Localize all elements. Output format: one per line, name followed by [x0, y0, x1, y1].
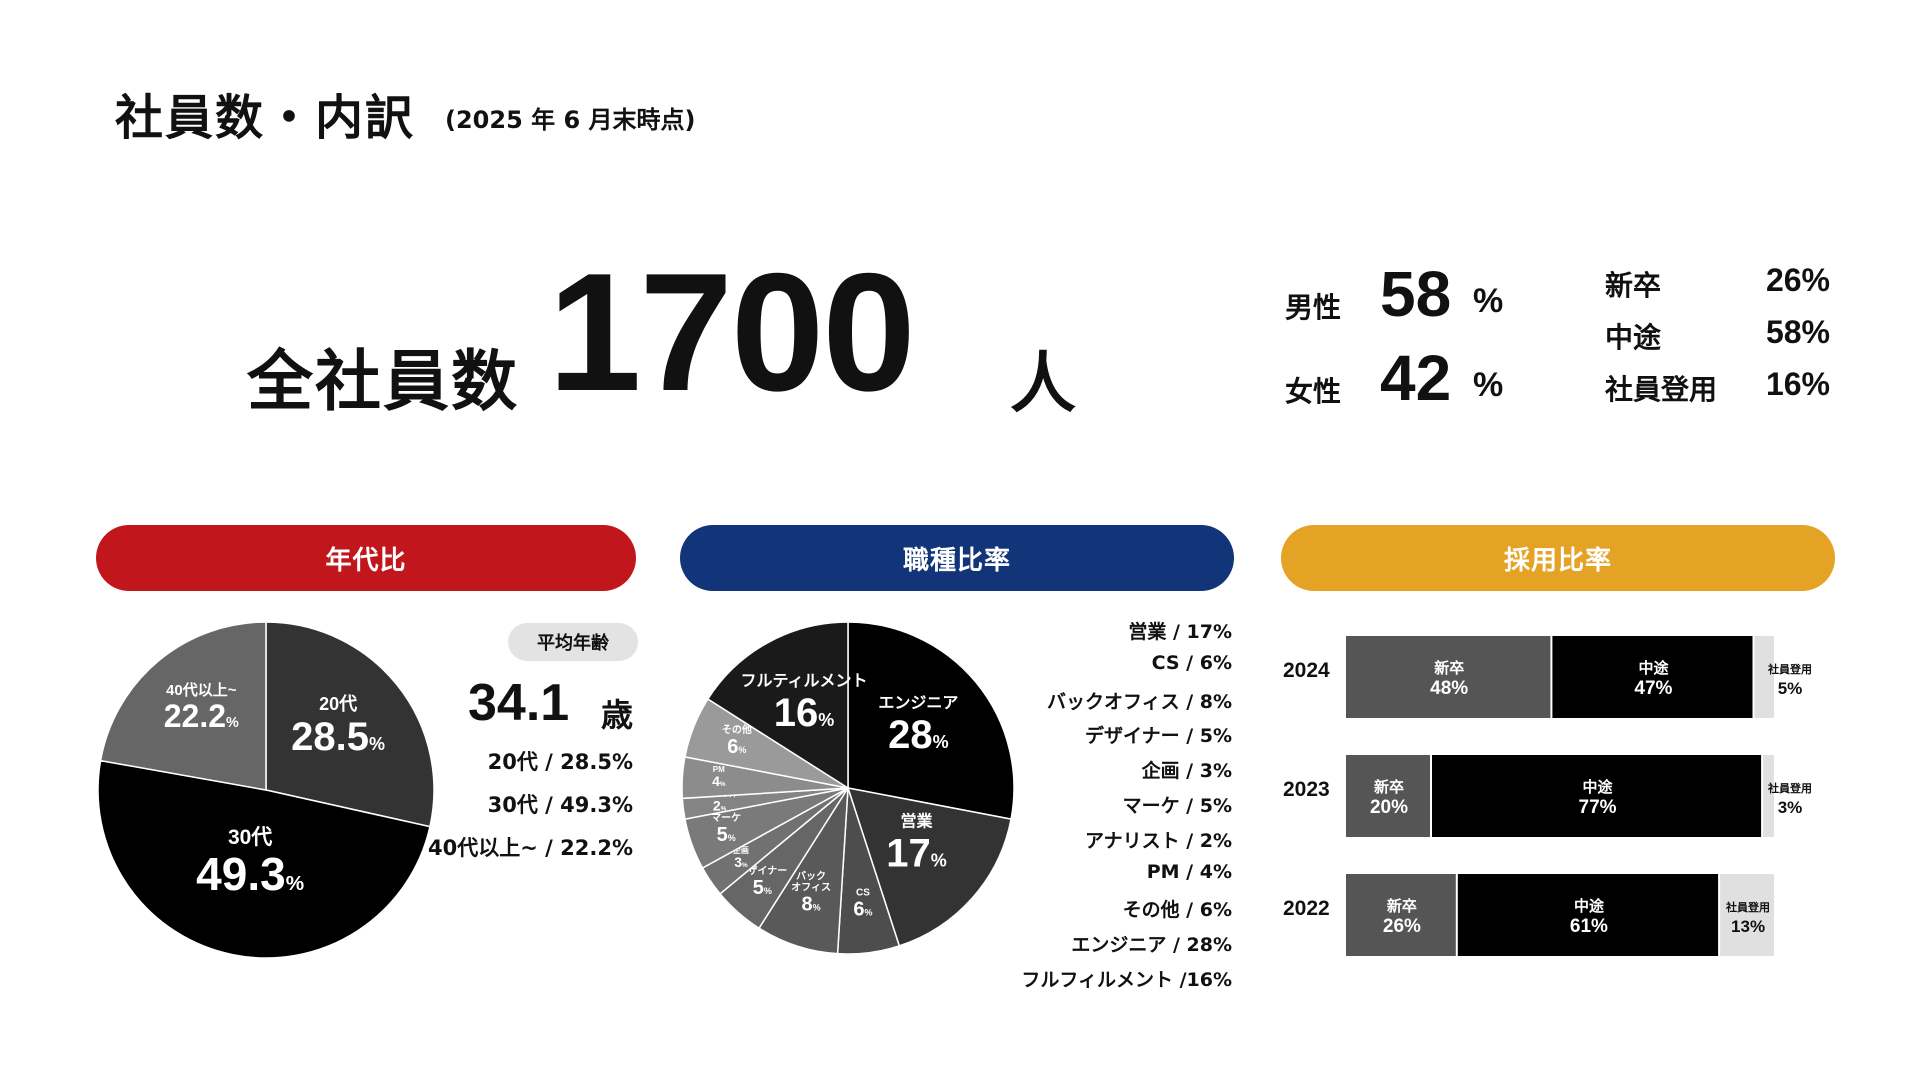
- pie-slice: [265, 621, 435, 828]
- bar-value-label: 3%: [1778, 798, 1803, 817]
- year-label: 2023: [1283, 778, 1330, 801]
- age-legend-item: 40代以上~ / 22.2%: [428, 836, 633, 860]
- gender-unit-female: %: [1473, 366, 1504, 404]
- job-legend-item: マーケ / 5%: [1122, 795, 1232, 817]
- bar-segment: [1346, 874, 1456, 956]
- pie-slice: [706, 621, 849, 790]
- pie-slice-label: バック: [796, 871, 826, 883]
- bar-segment: [1432, 755, 1762, 837]
- hire-stacked-bar-chart: 新卒48%中途47%社員登用5%新卒20%中途77%社員登用3%新卒26%中途6…: [1346, 636, 1812, 956]
- bar-segment: [1346, 636, 1551, 718]
- average-age-badge: 平均年齢: [508, 623, 638, 661]
- hire-summary-label-new-grad: 新卒: [1605, 269, 1662, 302]
- gender-value-male: 58: [1380, 258, 1452, 330]
- job-legend-item: バックオフィス / 8%: [1046, 690, 1232, 713]
- pie-slice-label: 20代: [319, 694, 357, 714]
- year-label: 2024: [1283, 659, 1330, 682]
- page-subtitle: (2025 年 6 月末時点): [445, 106, 696, 134]
- bar-segment: [1754, 636, 1774, 718]
- pie-slice: [97, 759, 431, 959]
- bar-segment: [1720, 874, 1774, 956]
- pie-slice: [846, 787, 1012, 947]
- hire-summary-value-new-grad: 26%: [1765, 262, 1830, 298]
- bar-series-label: 中途: [1638, 659, 1669, 677]
- gender-value-female: 42: [1380, 342, 1452, 414]
- bar-series-label: 中途: [1574, 897, 1605, 915]
- bar-series-label: 新卒: [1434, 659, 1464, 677]
- bar-series-label: 中途: [1583, 778, 1614, 796]
- bar-value-label: 48%: [1430, 678, 1468, 699]
- pie-slice-label: 企画: [732, 845, 749, 855]
- gender-unit-male: %: [1473, 282, 1504, 320]
- pie-slice-label: 40代以上~: [166, 681, 237, 699]
- pie-slice-label: エンジニア: [878, 695, 958, 712]
- pie-slice-label: オフィス: [791, 882, 831, 894]
- bar-segment: [1346, 755, 1430, 837]
- bar-segment: [1552, 636, 1753, 718]
- hire-summary-label-promotion: 社員登用: [1605, 373, 1718, 406]
- average-age-value: 34.1: [468, 674, 570, 732]
- pie-slice-label: フルティルメント: [740, 673, 867, 690]
- average-age-unit: 歳: [601, 696, 634, 734]
- bar-series-label: 社員登用: [1767, 662, 1812, 676]
- page-title: 社員数・内訳: [115, 90, 416, 146]
- age-legend-item: 20代 / 28.5%: [487, 750, 633, 774]
- pie-slice-label: CS: [856, 888, 870, 899]
- job-legend-item: その他 / 6%: [1122, 899, 1232, 922]
- bar-series-label: 社員登用: [1767, 781, 1812, 795]
- job-legend-item: CS / 6%: [1151, 651, 1232, 674]
- bar-value-label: 20%: [1370, 797, 1408, 818]
- bar-series-label: 新卒: [1387, 897, 1417, 915]
- job-legend-item: アナリスト / 2%: [1084, 829, 1232, 852]
- hire-summary-label-mid-career: 中途: [1605, 321, 1662, 354]
- pie-slice-label: PM: [713, 765, 725, 774]
- bar-value-label: 5%: [1778, 679, 1803, 698]
- total-unit: 人: [1010, 345, 1076, 422]
- bar-value-label: 61%: [1570, 916, 1608, 937]
- section-header-hire: 採用比率: [1281, 525, 1835, 591]
- age-legend-item: 30代 / 49.3%: [487, 793, 633, 817]
- bar-value-label: 13%: [1731, 917, 1765, 936]
- gender-label-female: 女性: [1285, 375, 1342, 408]
- gender-label-male: 男性: [1285, 291, 1342, 324]
- pie-slice: [847, 621, 1015, 820]
- job-legend-item: PM / 4%: [1146, 860, 1232, 883]
- job-legend-item: フルフィルメント /16%: [1021, 969, 1232, 991]
- job-legend-item: 営業 / 17%: [1128, 621, 1232, 643]
- hire-summary-value-mid-career: 58%: [1765, 314, 1830, 350]
- bar-value-label: 47%: [1634, 678, 1672, 699]
- bar-segment: [1457, 874, 1719, 956]
- pie-slice-label: その他: [722, 723, 752, 736]
- job-legend-item: エンジニア / 28%: [1071, 934, 1232, 957]
- job-pie-chart: エンジニア28%営業17%CS6%バックオフィス8%デザイナー5%企画3%マーケ…: [681, 621, 1015, 955]
- job-legend-item: デザイナー / 5%: [1084, 725, 1232, 748]
- bar-segment: [1763, 755, 1774, 837]
- pie-slice-label: 30代: [228, 826, 272, 849]
- bar-series-label: 新卒: [1374, 778, 1404, 796]
- total-label: 全社員数: [247, 343, 519, 420]
- job-legend-item: 企画 / 3%: [1141, 760, 1232, 783]
- pie-slice-label: マーケ: [711, 812, 741, 824]
- pie-slice-label: 営業: [900, 811, 933, 830]
- pie-slice: [99, 621, 267, 791]
- hire-summary-value-promotion: 16%: [1765, 366, 1830, 402]
- total-number: 1700: [548, 238, 916, 426]
- bar-series-label: 社員登用: [1725, 900, 1770, 914]
- section-header-job: 職種比率: [680, 525, 1234, 591]
- bar-value-label: 26%: [1383, 916, 1421, 937]
- year-label: 2022: [1283, 897, 1330, 920]
- section-header-age: 年代比: [96, 525, 636, 591]
- bar-value-label: 77%: [1579, 797, 1617, 818]
